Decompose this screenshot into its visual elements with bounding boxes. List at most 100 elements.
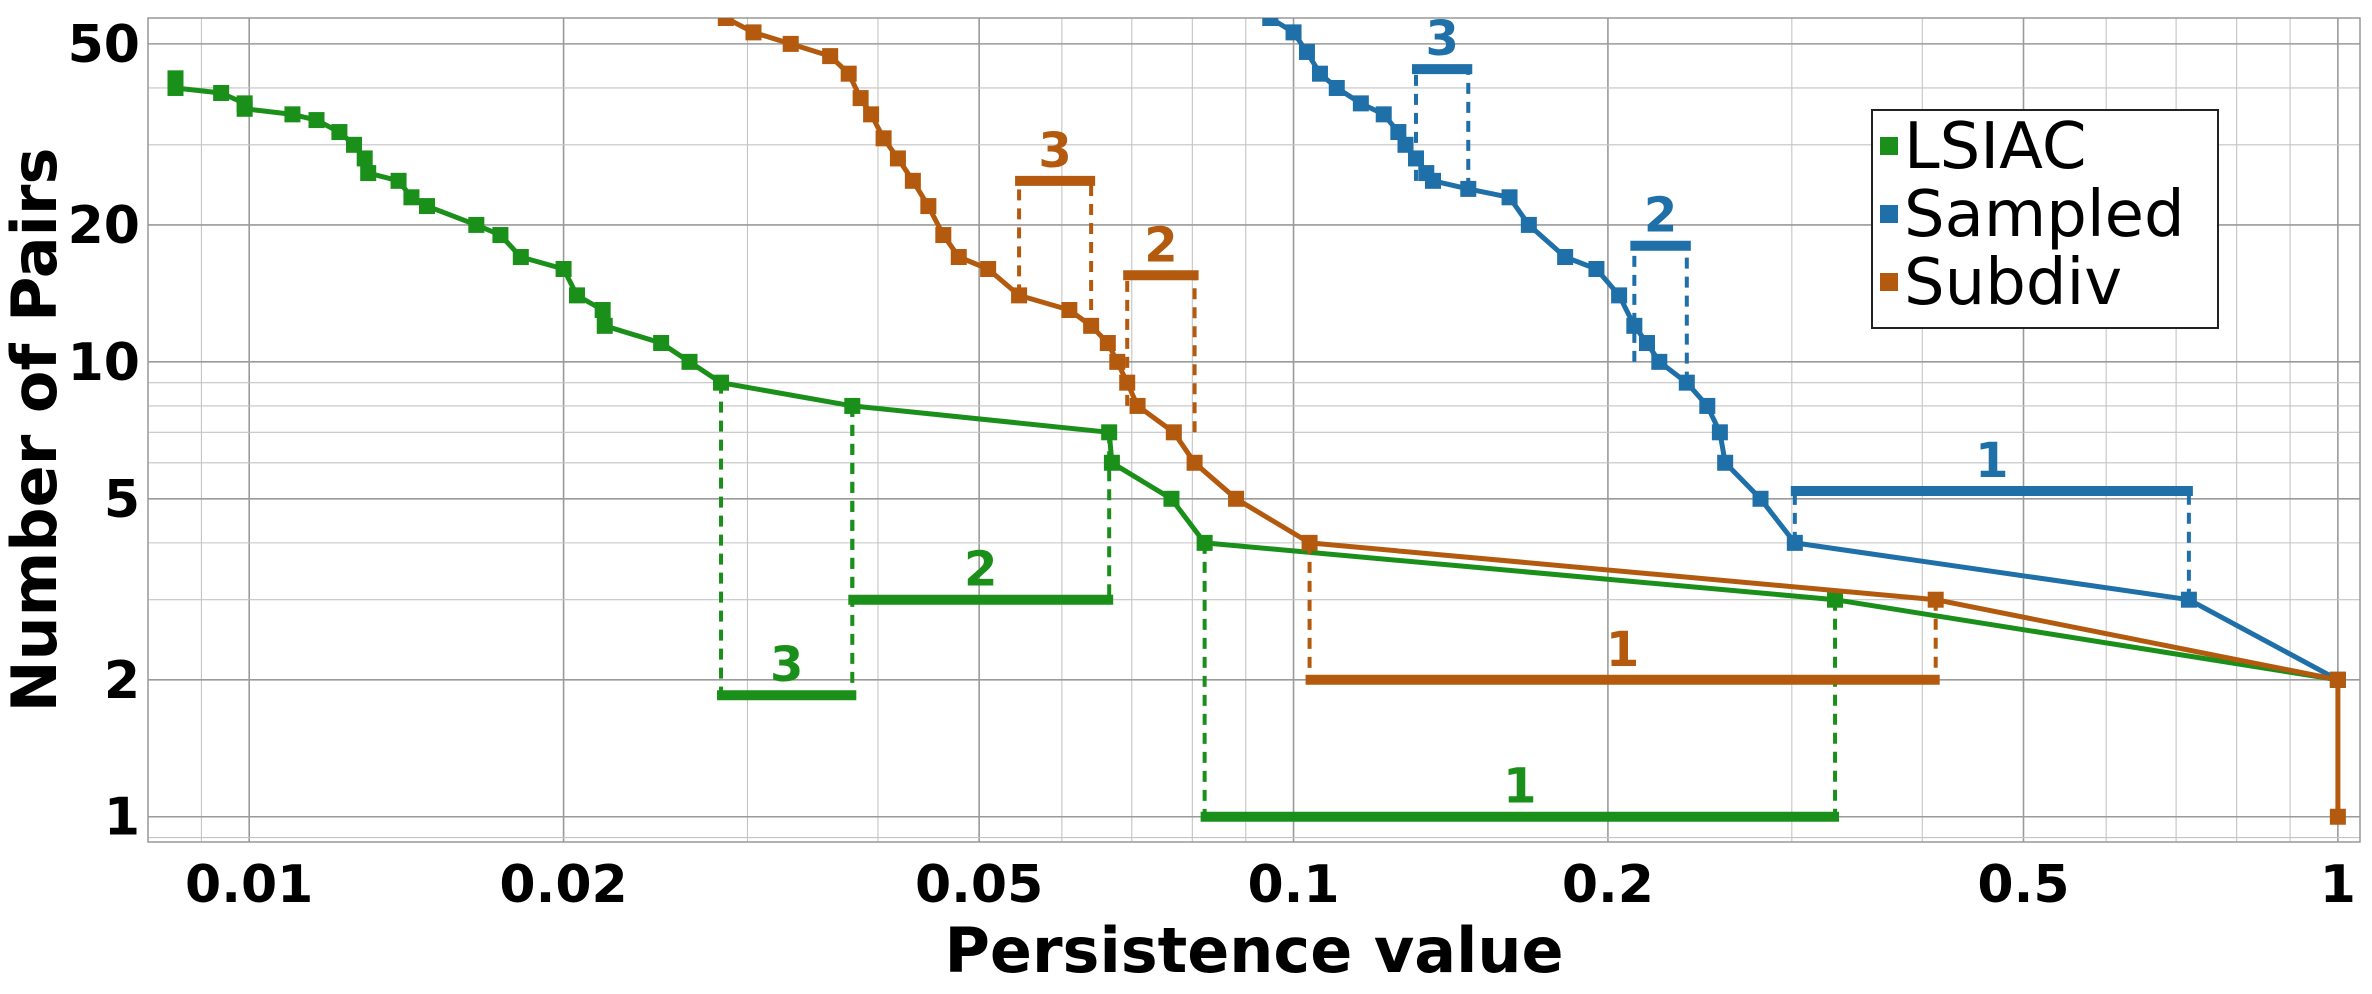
annotation-label: 1 (1606, 622, 1639, 678)
data-point (1424, 172, 1441, 189)
data-point (1099, 335, 1116, 352)
data-point (1375, 106, 1392, 123)
data-point (1262, 18, 1279, 26)
annotation-sampled-3: 3 (1412, 11, 1473, 189)
x-tick-label: 0.05 (915, 855, 1043, 915)
x-axis-label: Persistence value (944, 914, 1563, 987)
data-point (1109, 353, 1126, 370)
data-point (920, 198, 937, 215)
data-point (568, 287, 585, 304)
data-point (1390, 124, 1407, 141)
data-point (1352, 95, 1369, 112)
data-point (492, 227, 509, 244)
data-point (1501, 189, 1518, 206)
legend-label: Subdiv (1904, 246, 2122, 320)
data-point (1651, 353, 1668, 370)
y-tick-label: 50 (68, 15, 140, 75)
data-point (1611, 287, 1628, 304)
data-point (2329, 808, 2346, 825)
annotation-label: 3 (770, 637, 803, 693)
annotation-label: 2 (1644, 188, 1677, 244)
data-point (745, 24, 762, 41)
annotation-label: 2 (964, 542, 997, 598)
data-point (236, 100, 253, 117)
x-tick-label: 1 (2320, 855, 2356, 915)
data-point (1717, 454, 1734, 471)
x-tick-label: 0.1 (1247, 855, 1339, 915)
annotation-label: 3 (1425, 11, 1458, 67)
data-point (875, 130, 892, 147)
data-point (717, 18, 734, 26)
data-point (852, 90, 869, 107)
data-point (1638, 335, 1655, 352)
data-point (840, 65, 857, 82)
data-point (889, 150, 906, 167)
data-point (512, 249, 529, 266)
data-point (346, 136, 363, 153)
data-point (1557, 249, 1574, 266)
data-point (594, 302, 611, 319)
data-point (904, 172, 921, 189)
data-point (1520, 216, 1537, 233)
data-point (1129, 397, 1146, 414)
data-point (782, 35, 799, 52)
data-point (1061, 302, 1078, 319)
legend-swatch (1880, 205, 1898, 223)
data-point (356, 150, 373, 167)
data-point (653, 335, 670, 352)
data-point (950, 249, 967, 266)
data-point (403, 189, 420, 206)
data-point (980, 260, 997, 277)
annotation-subdiv-2: 2 (1123, 217, 1199, 433)
data-point (1699, 397, 1716, 414)
grid (147, 18, 2360, 842)
annotation-label: 1 (1503, 759, 1536, 815)
y-tick-label: 10 (68, 333, 140, 393)
data-point (1298, 43, 1315, 60)
data-point (360, 165, 377, 182)
series-lsiac (167, 70, 2346, 688)
annotation-lsiac-2: 2 (848, 405, 1114, 605)
y-tick-label: 5 (104, 470, 140, 530)
data-point (1328, 79, 1345, 96)
data-point (1752, 490, 1769, 507)
y-axis-ticks: 1 2 5 10 20 50 (68, 15, 140, 848)
data-point (1397, 136, 1414, 153)
annotation-subdiv-1: 1 (1305, 542, 1940, 685)
legend-swatch (1880, 137, 1898, 155)
data-point (284, 106, 301, 123)
annotation-label: 2 (1144, 217, 1177, 273)
data-point (167, 79, 184, 96)
data-point (1588, 260, 1605, 277)
data-point (1165, 424, 1182, 441)
data-point (681, 353, 698, 370)
data-point (1626, 317, 1643, 334)
data-point (555, 260, 572, 277)
annotation-sampled-1: 1 (1790, 433, 2193, 600)
data-point (468, 216, 485, 233)
data-point (1083, 317, 1100, 334)
x-axis-ticks: 0.01 0.02 0.05 0.1 0.2 0.5 1 (185, 855, 2356, 915)
legend-label: LSIAC (1904, 110, 2087, 184)
data-point (1311, 65, 1328, 82)
data-point (596, 317, 613, 334)
series-line (724, 18, 2341, 817)
annotation-layer: 1 2 3 1 2 3 1 2 3 (717, 11, 2193, 822)
data-point (863, 106, 880, 123)
data-point (419, 198, 436, 215)
legend-label: Sampled (1904, 178, 2185, 252)
annotation-lsiac-1: 1 (1200, 542, 1840, 822)
data-point (1228, 490, 1245, 507)
data-point (308, 112, 325, 129)
legend-box (1871, 109, 2219, 329)
x-tick-label: 0.2 (1562, 855, 1654, 915)
data-point (2329, 671, 2346, 688)
x-tick-label: 0.01 (185, 855, 313, 915)
annotation-label: 3 (1038, 123, 1071, 179)
data-point (390, 172, 407, 189)
data-point (822, 48, 839, 65)
data-point (331, 124, 348, 141)
y-tick-label: 2 (104, 651, 140, 711)
